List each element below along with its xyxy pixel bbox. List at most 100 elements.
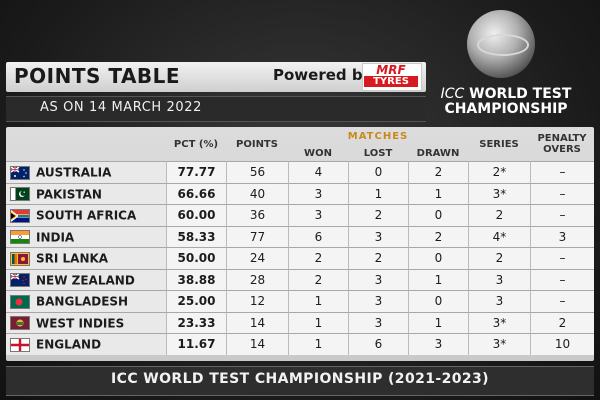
team-name: WEST INDIES xyxy=(36,316,125,330)
lost-cell: 6 xyxy=(348,333,408,355)
team-name: NEW ZEALAND xyxy=(36,273,135,287)
drawn-cell: 0 xyxy=(408,290,468,312)
series-header: SERIES xyxy=(479,138,519,150)
table-row: BANGLADESH 25.00 12 1 3 0 3– xyxy=(6,290,594,312)
lost-cell: 0 xyxy=(348,161,408,183)
pct-cell: 60.00 xyxy=(166,204,226,226)
points-cell: 24 xyxy=(226,247,288,269)
south-africa-flag-icon xyxy=(10,208,30,223)
table-row: SRI LANKA 50.00 24 2 2 0 2– xyxy=(6,247,594,269)
won-cell: 2 xyxy=(288,247,348,269)
pct-cell: 25.00 xyxy=(166,290,226,312)
points-cell: 36 xyxy=(226,204,288,226)
lost-cell: 3 xyxy=(348,225,408,247)
team-cell: INDIA xyxy=(6,225,166,247)
australia-flag-icon xyxy=(10,165,30,180)
drawn-header: DRAWN xyxy=(416,147,460,159)
table-row: PAKISTAN 66.66 40 3 1 1 3* – xyxy=(6,182,594,204)
pct-header: PCT (%) xyxy=(173,138,219,150)
sponsor-logo-top: MRF xyxy=(376,63,406,77)
penalty-cell: – xyxy=(530,182,594,204)
team-cell: SOUTH AFRICA xyxy=(6,204,166,226)
logo-icc: ICC xyxy=(440,86,465,102)
sponsor-logo-bottom: TYRES xyxy=(364,76,418,87)
points-cell: 40 xyxy=(226,182,288,204)
won-header: WON xyxy=(304,147,332,159)
penalty-cell: 3 xyxy=(530,225,594,247)
team-cell: NEW ZEALAND xyxy=(6,268,166,290)
drawn-cell: 1 xyxy=(408,268,468,290)
drawn-cell: 2 xyxy=(408,161,468,183)
points-cell: 14 xyxy=(226,333,288,355)
bangladesh-flag-icon xyxy=(10,294,30,309)
pct-cell: 38.88 xyxy=(166,268,226,290)
series-cell: 3* xyxy=(468,182,530,204)
sri-lanka-flag-icon xyxy=(10,251,30,266)
won-cell: 1 xyxy=(288,333,348,355)
footer-title: ICC WORLD TEST CHAMPIONSHIP (2021-2023) xyxy=(111,371,489,387)
table-row: SOUTH AFRICA 60.00 36 3 2 0 2– xyxy=(6,204,594,226)
won-cell: 1 xyxy=(288,290,348,312)
pct-cell: 11.67 xyxy=(166,333,226,355)
lost-header: LOST xyxy=(363,147,393,159)
team-name: AUSTRALIA xyxy=(36,165,112,180)
team-cell: SRI LANKA xyxy=(6,247,166,269)
lost-cell: 3 xyxy=(348,268,408,290)
team-cell: ENGLAND xyxy=(6,333,166,355)
series-cell: 4* xyxy=(468,225,530,247)
won-cell: 3 xyxy=(288,182,348,204)
table-row: INDIA 58.33 77 6 3 2 4* 3 xyxy=(6,225,594,247)
points-table: PCT (%) POINTS MATCHES SERIES PENALTY OV… xyxy=(6,127,594,355)
title-bar xyxy=(6,62,426,92)
drawn-cell: 1 xyxy=(408,182,468,204)
points-cell: 14 xyxy=(226,311,288,333)
penalty-cell: 2 xyxy=(530,311,594,333)
points-header: POINTS xyxy=(236,138,278,150)
series-cell: 3 xyxy=(468,290,530,312)
series-cell: 3 xyxy=(468,268,530,290)
penalty-cell: – xyxy=(530,204,594,226)
won-cell: 4 xyxy=(288,161,348,183)
table-row: WEST INDIES 23.33 14 1 3 1 3* 2 xyxy=(6,311,594,333)
points-cell: 77 xyxy=(226,225,288,247)
series-cell: 2 xyxy=(468,247,530,269)
won-cell: 6 xyxy=(288,225,348,247)
series-cell: 3* xyxy=(468,311,530,333)
pct-cell: 58.33 xyxy=(166,225,226,247)
ball-seam-icon xyxy=(477,34,529,56)
series-cell: 2* xyxy=(468,161,530,183)
pct-cell: 23.33 xyxy=(166,311,226,333)
points-cell: 56 xyxy=(226,161,288,183)
table-row: NEW ZEALAND 38.88 28 2 3 1 3– xyxy=(6,268,594,290)
lost-cell: 2 xyxy=(348,247,408,269)
team-name: PAKISTAN xyxy=(36,187,102,201)
team-cell: BANGLADESH xyxy=(6,290,166,312)
west-indies-flag-icon xyxy=(10,316,30,330)
logo-line-1: ICC WORLD TEST xyxy=(436,86,576,102)
lost-cell: 2 xyxy=(348,204,408,226)
team-name: BANGLADESH xyxy=(36,294,129,309)
powered-by-label: Powered by xyxy=(273,66,373,84)
team-name: SRI LANKA xyxy=(36,251,109,266)
drawn-cell: 0 xyxy=(408,204,468,226)
penalty-header: PENALTY OVERS xyxy=(530,127,594,161)
penalty-cell: – xyxy=(530,247,594,269)
new-zealand-flag-icon xyxy=(10,273,30,287)
penalty-header-line2: OVERS xyxy=(543,144,581,155)
team-name: INDIA xyxy=(36,230,75,244)
pct-cell: 77.77 xyxy=(166,161,226,183)
penalty-cell: – xyxy=(530,290,594,312)
team-cell: PAKISTAN xyxy=(6,182,166,204)
table-row: AUSTRALIA 77.77 56 4 0 2 2* – xyxy=(6,161,594,183)
matches-header: MATCHES xyxy=(347,130,409,142)
won-cell: 3 xyxy=(288,204,348,226)
lost-cell: 1 xyxy=(348,182,408,204)
points-cell: 12 xyxy=(226,290,288,312)
pct-cell: 50.00 xyxy=(166,247,226,269)
footer-bar xyxy=(6,366,594,396)
page-title: POINTS TABLE xyxy=(14,64,181,88)
lost-cell: 3 xyxy=(348,311,408,333)
table-row: ENGLAND 11.67 14 1 6 3 3* 10 xyxy=(6,333,594,355)
points-cell: 28 xyxy=(226,268,288,290)
date-bar xyxy=(6,96,426,122)
